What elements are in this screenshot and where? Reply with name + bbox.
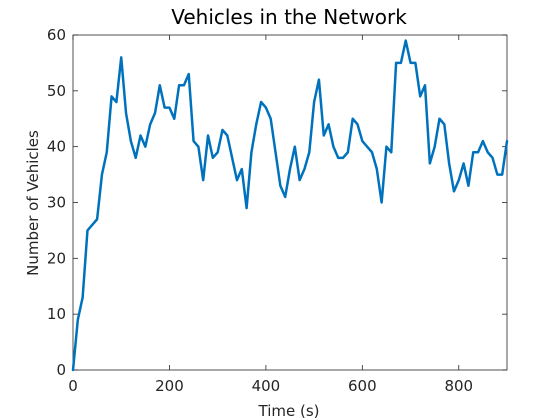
y-tick-label: 40	[47, 138, 66, 156]
x-tick-label: 0	[68, 377, 78, 395]
y-tick-label: 30	[47, 194, 66, 212]
x-tick-label: 800	[444, 377, 473, 395]
x-axis-label: Time (s)	[258, 402, 320, 420]
plot-frame	[73, 35, 507, 370]
y-tick-label: 10	[47, 305, 66, 323]
y-tick-label: 20	[47, 249, 66, 267]
y-axis-label: Number of Vehicles	[24, 130, 42, 276]
x-tick-label: 600	[348, 377, 377, 395]
y-tick-label: 50	[47, 82, 66, 100]
x-tick-label: 400	[252, 377, 281, 395]
x-tick-label: 200	[155, 377, 184, 395]
y-tick-label: 0	[56, 361, 66, 379]
y-tick-label: 60	[47, 26, 66, 44]
chart-title: Vehicles in the Network	[171, 5, 407, 29]
